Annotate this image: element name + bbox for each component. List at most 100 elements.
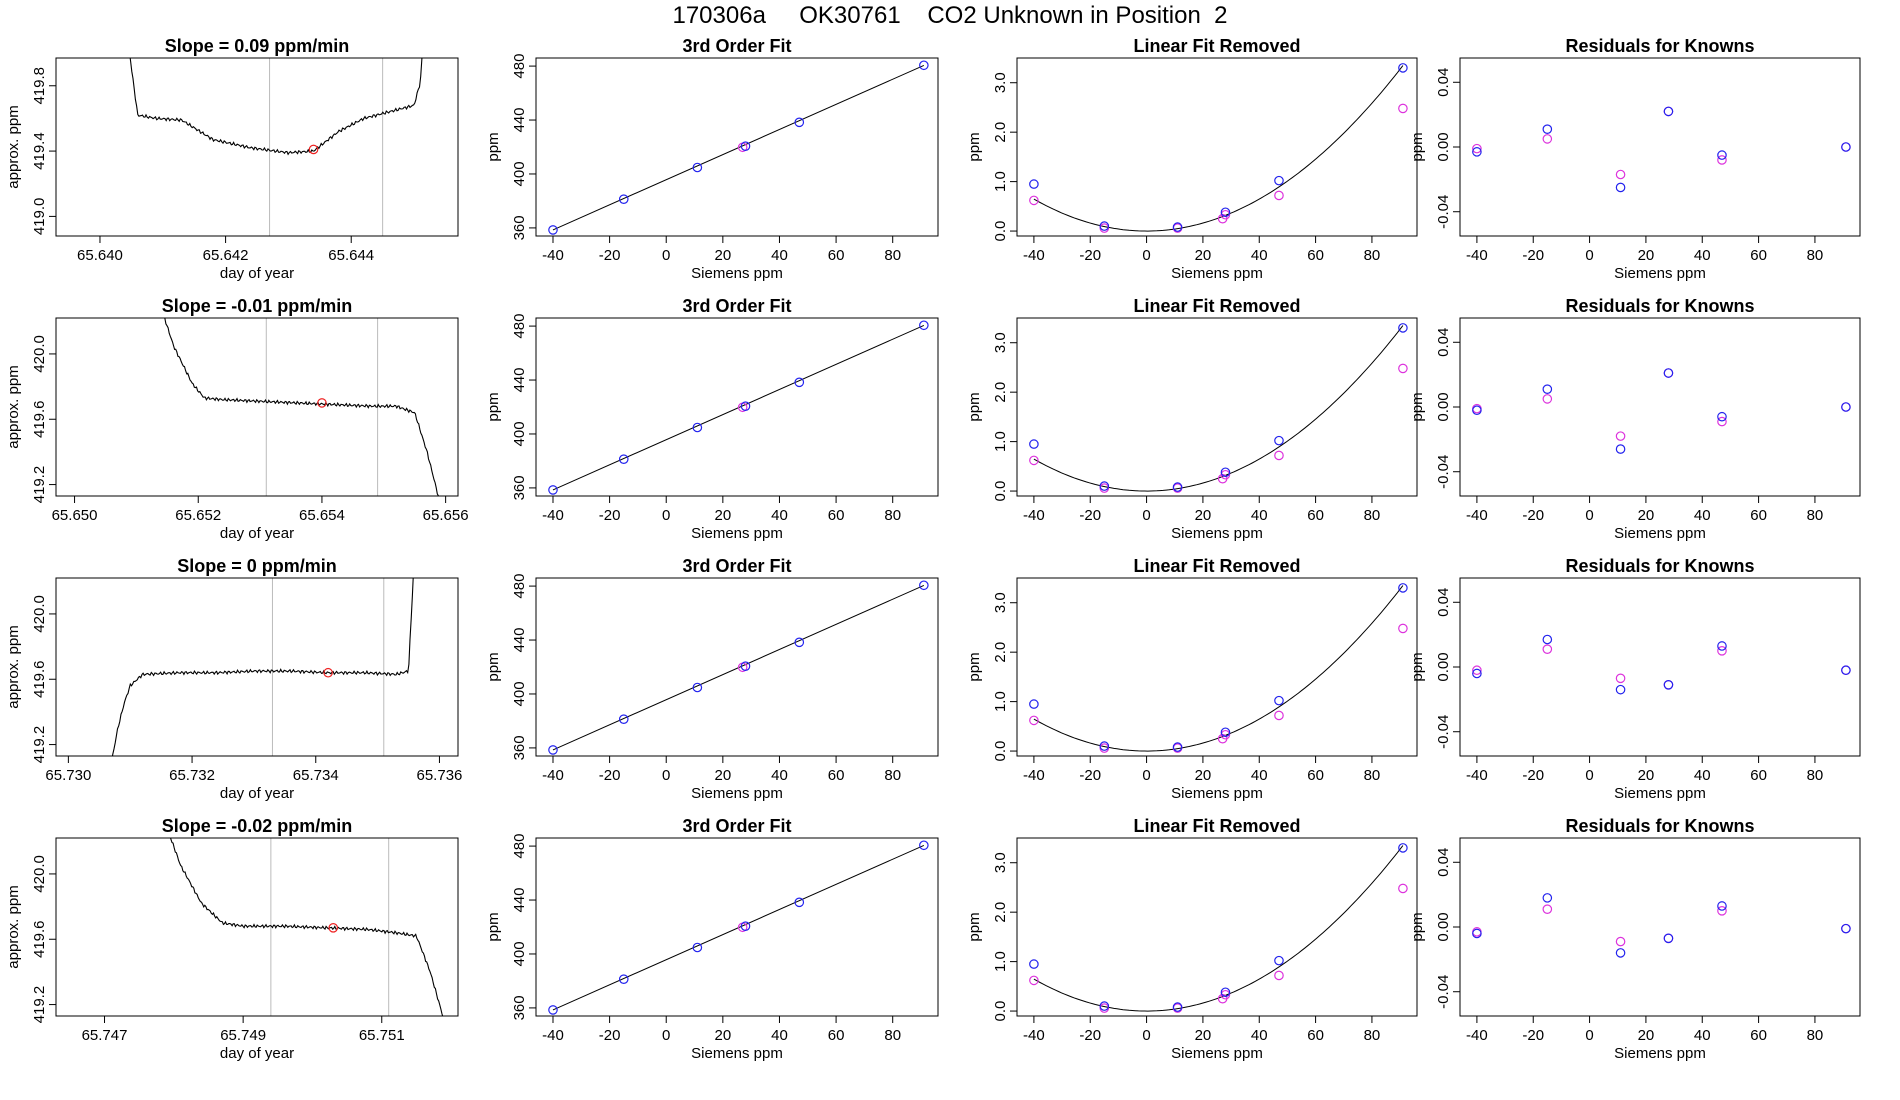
x-tick-label: 0 — [1585, 247, 1593, 264]
x-axis-label: Siemens ppm — [1171, 265, 1263, 282]
plot-frame — [535, 837, 939, 1017]
y-tick-label: 360 — [511, 475, 528, 500]
plot-area — [548, 580, 929, 755]
y-axis-label: ppm — [966, 652, 983, 681]
plot-area — [1029, 323, 1408, 493]
y-tick-label: 2.0 — [992, 642, 1009, 663]
x-axis-label: day of year — [220, 525, 294, 542]
plot-frame — [1459, 577, 1861, 757]
data-point-blue — [1220, 987, 1231, 998]
x-tick-label: 20 — [715, 247, 732, 264]
data-point-blue — [1663, 679, 1674, 690]
x-tick-label: 60 — [1307, 507, 1324, 524]
y-tick-label: 2.0 — [992, 902, 1009, 923]
x-tick-label: 65.736 — [417, 767, 463, 784]
data-point-magenta — [1220, 989, 1231, 1000]
x-tick-label: 60 — [828, 507, 845, 524]
data-point-blue — [1472, 668, 1482, 679]
y-tick-label: 440 — [511, 628, 528, 653]
x-tick-label: 0 — [1585, 1027, 1593, 1044]
plot-frame — [1016, 577, 1418, 757]
y-tick-label: 419.6 — [31, 400, 48, 438]
x-tick-label: 0 — [1585, 767, 1593, 784]
data-point-blue — [1274, 435, 1284, 446]
chart-linear-removed-r1: Linear Fit Removed -40 -20 0 20 40 60 80 0.0 1.0 2… — [966, 36, 1418, 282]
data-point-blue — [1542, 893, 1553, 903]
x-tick-label: 40 — [1694, 1027, 1711, 1044]
x-tick-label: 0 — [1585, 507, 1593, 524]
y-tick-label: 480 — [511, 834, 528, 859]
x-tick-label: 40 — [1251, 767, 1268, 784]
data-point-blue — [1099, 221, 1110, 231]
y-tick-label: 3.0 — [992, 852, 1009, 873]
plot-area — [1472, 368, 1851, 454]
plot-area — [1029, 63, 1408, 233]
data-point-blue — [548, 745, 558, 755]
x-tick-label: 65.751 — [359, 1027, 405, 1044]
plot-area — [169, 838, 444, 1016]
x-tick-label: 40 — [1694, 507, 1711, 524]
x-tick-label: 40 — [771, 507, 788, 524]
y-tick-label: 440 — [511, 888, 528, 913]
plot-frame — [1016, 317, 1418, 497]
x-tick-label: 20 — [715, 1027, 732, 1044]
y-axis-label: ppm — [1409, 392, 1426, 421]
x-tick-label: 65.642 — [203, 247, 249, 264]
x-axis-label: Siemens ppm — [691, 525, 783, 542]
data-point-magenta — [1398, 883, 1408, 894]
x-tick-label: 60 — [1750, 507, 1767, 524]
x-axis-label: day of year — [220, 785, 294, 802]
x-tick-label: -20 — [599, 767, 621, 784]
y-axis-label: approx. ppm — [5, 365, 22, 448]
x-tick-label: 0 — [662, 247, 670, 264]
chart-title: Slope = 0 ppm/min — [177, 556, 337, 576]
x-tick-label: -20 — [1522, 1027, 1544, 1044]
chart-fit-r1: 3rd Order Fit -40 -20 0 20 40 60 80 360 400 440 480… — [485, 36, 939, 282]
x-tick-label: 65.749 — [220, 1027, 266, 1044]
y-tick-label: 0.0 — [992, 741, 1009, 762]
data-point-blue — [1717, 901, 1727, 911]
x-tick-label: 60 — [828, 247, 845, 264]
y-tick-label: 360 — [511, 735, 528, 760]
data-point-blue — [1029, 959, 1039, 969]
data-point-blue — [1099, 1001, 1110, 1011]
plot-area — [1472, 893, 1851, 958]
x-tick-label: 65.732 — [169, 767, 215, 784]
y-tick-label: 420.0 — [31, 595, 48, 633]
data-point-blue — [1841, 402, 1851, 412]
x-tick-label: 20 — [1195, 767, 1212, 784]
y-tick-label: 3.0 — [992, 332, 1009, 353]
data-point-blue — [1841, 665, 1851, 676]
chart-time-series-r4: Slope = -0.02 ppm/min 65.747 65.749 65.751 4… — [5, 816, 459, 1062]
plot-area — [164, 318, 440, 496]
data-point-blue — [1841, 142, 1851, 152]
y-axis-label: approx. ppm — [5, 105, 22, 188]
data-point-blue — [1841, 923, 1851, 934]
y-tick-label: 1.0 — [992, 691, 1009, 712]
x-axis-label: Siemens ppm — [691, 265, 783, 282]
x-tick-label: 0 — [1142, 247, 1150, 264]
data-point-blue — [618, 454, 629, 464]
x-tick-label: 65.652 — [175, 507, 221, 524]
y-tick-label: 0.00 — [1435, 652, 1452, 681]
data-point-magenta — [1274, 710, 1284, 721]
y-tick-label: 400 — [511, 941, 528, 966]
x-tick-label: 20 — [715, 507, 732, 524]
y-tick-label: 2.0 — [992, 122, 1009, 143]
page-title: 170306a OK30761 CO2 Unknown in Position … — [672, 2, 1228, 29]
x-tick-label: -20 — [1079, 507, 1101, 524]
data-point-blue — [1029, 179, 1039, 189]
y-tick-label: 419.6 — [31, 920, 48, 958]
x-tick-label: -40 — [1466, 767, 1488, 784]
x-tick-label: 80 — [1807, 247, 1824, 264]
fit-curve — [1033, 585, 1404, 752]
y-tick-label: 360 — [511, 215, 528, 240]
y-tick-label: 3.0 — [992, 72, 1009, 93]
y-axis-label: ppm — [485, 652, 502, 681]
data-point-magenta — [1029, 975, 1039, 986]
data-point-magenta — [1542, 394, 1553, 404]
x-tick-label: -40 — [1466, 507, 1488, 524]
data-point-blue — [1472, 405, 1482, 416]
y-tick-label: 400 — [511, 681, 528, 706]
